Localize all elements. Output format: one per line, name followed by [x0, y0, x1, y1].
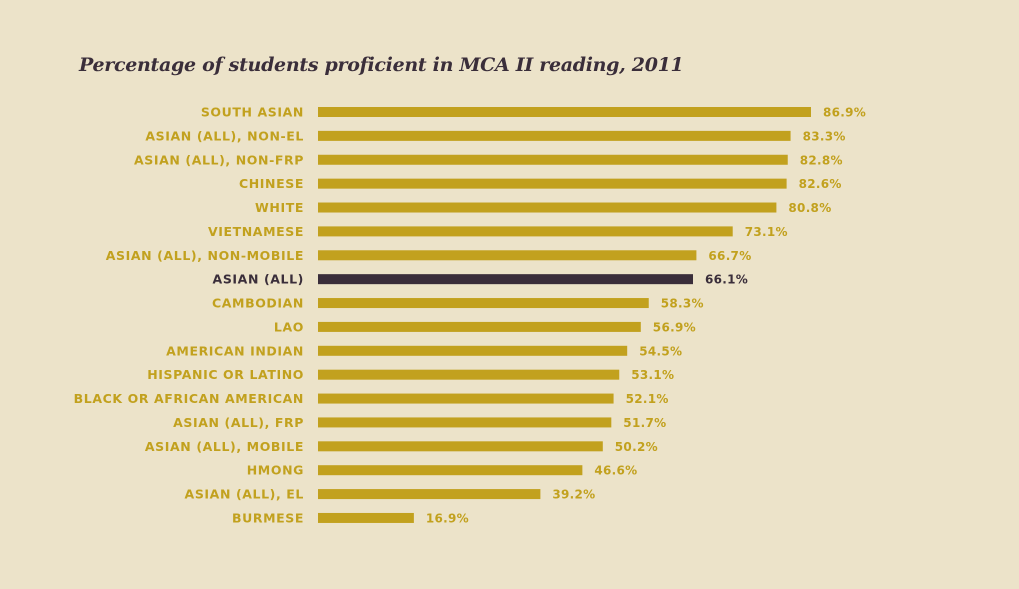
category-label: ASIAN (ALL): [213, 272, 304, 287]
category-label: BURMESE: [232, 510, 304, 525]
bar: [318, 226, 733, 237]
bar: [318, 130, 791, 141]
category-label: SOUTH ASIAN: [201, 105, 304, 120]
value-label: 52.1%: [626, 392, 669, 406]
bar: [318, 441, 603, 452]
bar: [318, 489, 541, 500]
value-label: 73.1%: [745, 225, 788, 239]
value-label: 53.1%: [631, 368, 674, 382]
value-label: 86.9%: [823, 106, 866, 120]
bar: [318, 298, 649, 309]
bar: [318, 465, 583, 476]
category-label: CAMBODIAN: [212, 296, 304, 311]
value-label: 54.5%: [639, 344, 682, 358]
category-label: VIETNAMESE: [208, 224, 304, 239]
value-label: 58.3%: [661, 297, 704, 311]
value-label: 83.3%: [803, 129, 846, 143]
bar: [318, 321, 641, 332]
value-label: 56.9%: [653, 320, 696, 334]
value-label: 39.2%: [552, 488, 595, 502]
category-label: ASIAN (ALL), NON-FRP: [134, 152, 304, 167]
category-label: ASIAN (ALL), EL: [185, 487, 304, 502]
bar: [318, 202, 777, 213]
category-label: ASIAN (ALL), MOBILE: [145, 439, 304, 454]
value-label: 66.7%: [708, 249, 751, 263]
chart-title: Percentage of students proficient in MCA…: [79, 54, 684, 76]
category-label: ASIAN (ALL), NON-MOBILE: [106, 248, 304, 263]
category-label: CHINESE: [239, 176, 304, 191]
category-label: LAO: [274, 319, 304, 334]
category-label: BLACK OR AFRICAN AMERICAN: [74, 391, 304, 406]
value-label: 46.6%: [594, 464, 637, 478]
value-label: 82.8%: [800, 153, 843, 167]
category-label: HMONG: [247, 463, 304, 478]
bar: [318, 393, 614, 404]
category-label: AMERICAN INDIAN: [166, 343, 304, 358]
value-label: 80.8%: [788, 201, 831, 215]
bar: [318, 250, 697, 261]
value-label: 66.1%: [705, 273, 748, 287]
category-label: ASIAN (ALL), FRP: [173, 415, 304, 430]
bar: [318, 512, 414, 523]
bar: [318, 369, 620, 380]
value-label: 16.9%: [426, 511, 469, 525]
bar: [318, 107, 811, 117]
value-label: 50.2%: [615, 440, 658, 454]
bar: [318, 154, 788, 165]
bar: [318, 178, 787, 189]
bar: [318, 274, 693, 285]
bar: [318, 417, 612, 428]
value-label: 82.6%: [799, 177, 842, 191]
bar: [318, 345, 628, 356]
category-label: HISPANIC OR LATINO: [147, 367, 304, 382]
value-label: 51.7%: [623, 416, 666, 430]
category-label: ASIAN (ALL), NON-EL: [145, 128, 304, 143]
category-label: WHITE: [255, 200, 304, 215]
